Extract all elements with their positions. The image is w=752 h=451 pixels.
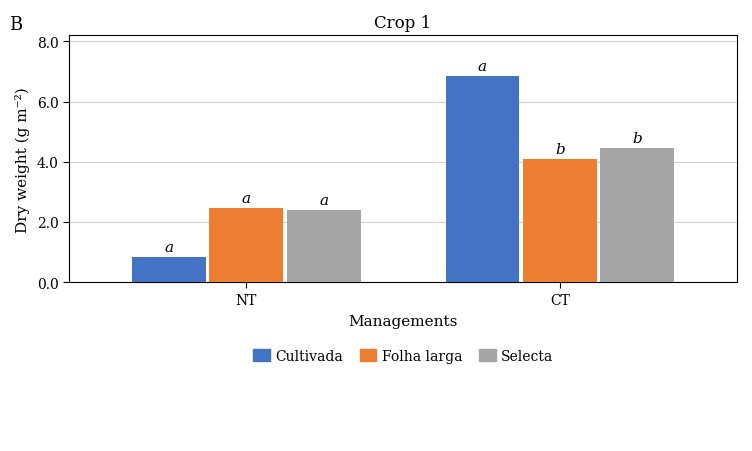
Text: B: B	[9, 16, 23, 34]
Bar	[209, 209, 284, 282]
Bar	[287, 211, 361, 282]
Title: Crop 1: Crop 1	[374, 15, 432, 32]
Bar	[523, 159, 597, 282]
Text: a: a	[164, 240, 174, 254]
X-axis label: Managements: Managements	[348, 314, 458, 328]
Legend: Cultivada, Folha larga, Selecta: Cultivada, Folha larga, Selecta	[247, 344, 559, 369]
Text: b: b	[632, 132, 642, 146]
Text: a: a	[241, 192, 251, 206]
Bar	[445, 77, 520, 282]
Text: a: a	[478, 60, 487, 74]
Bar	[601, 149, 675, 282]
Bar	[132, 257, 206, 282]
Text: a: a	[320, 193, 329, 207]
Y-axis label: Dry weight (g m⁻²): Dry weight (g m⁻²)	[15, 87, 30, 232]
Text: b: b	[555, 143, 565, 156]
